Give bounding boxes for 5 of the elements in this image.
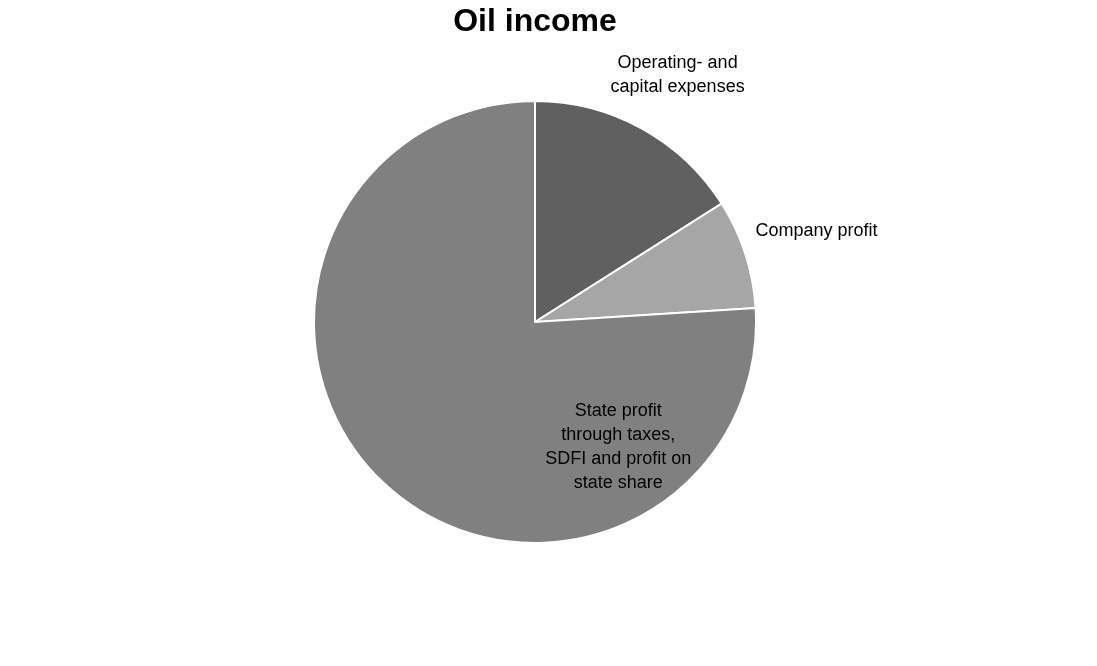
slice-label: Operating- and capital expenses bbox=[610, 51, 745, 96]
pie-slice bbox=[313, 100, 757, 544]
slice-label: State profit through taxes, SDFI and profit on state share bbox=[545, 399, 692, 492]
chart-title: Oil income bbox=[453, 2, 617, 38]
slice-label: Company profit bbox=[755, 219, 878, 240]
